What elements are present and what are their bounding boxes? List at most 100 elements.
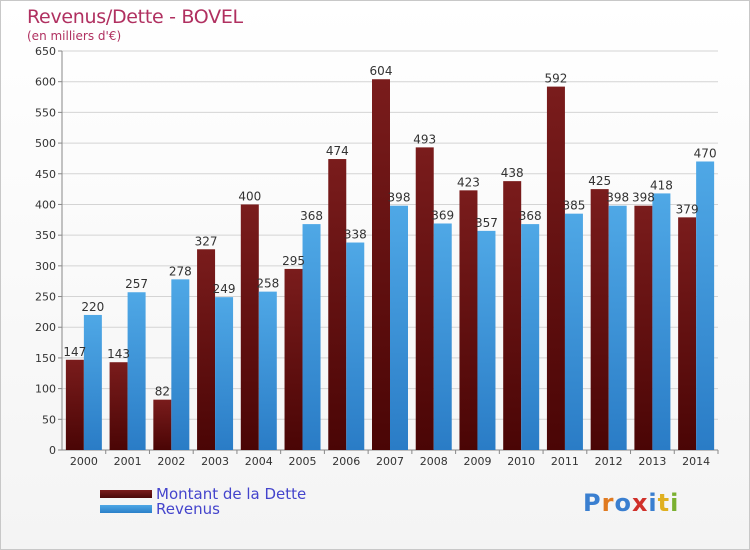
- data-label: 493: [413, 132, 436, 146]
- y-tick-label: 300: [35, 260, 56, 273]
- y-tick-label: 500: [35, 137, 56, 150]
- data-label: 357: [475, 216, 498, 230]
- bar-dette: [372, 79, 390, 450]
- bar-dette: [459, 190, 478, 450]
- bar-dette: [503, 181, 522, 451]
- bar-dette: [678, 217, 697, 450]
- data-label: 147: [63, 345, 86, 359]
- chart-title: Revenus/Dette - BOVEL: [27, 6, 243, 28]
- x-tick-label: 2006: [332, 455, 360, 468]
- bar-dette: [197, 249, 216, 450]
- data-label: 423: [457, 175, 480, 189]
- bar-revenus: [477, 230, 496, 450]
- chart-subtitle: (en milliers d'€): [27, 29, 122, 43]
- data-label: 398: [606, 191, 629, 205]
- y-tick-label: 650: [35, 45, 56, 58]
- x-tick-label: 2014: [682, 455, 710, 468]
- data-label: 249: [213, 282, 236, 296]
- data-label: 470: [694, 146, 717, 160]
- bar-revenus: [521, 224, 540, 450]
- logo-letter: o: [614, 489, 632, 517]
- y-tick-label: 400: [35, 198, 56, 211]
- x-tick-label: 2009: [463, 455, 491, 468]
- data-label: 592: [544, 72, 567, 86]
- x-tick-label: 2010: [507, 455, 535, 468]
- proxiti-logo: Proxiti: [583, 489, 679, 517]
- data-label: 220: [81, 300, 104, 314]
- data-label: 368: [519, 209, 542, 223]
- data-label: 400: [238, 189, 261, 203]
- data-label: 398: [632, 191, 655, 205]
- legend-item-dette: Montant de la Dette: [100, 484, 307, 503]
- bar-revenus: [608, 205, 627, 450]
- data-label: 474: [326, 144, 349, 158]
- data-label: 438: [501, 166, 524, 180]
- legend-swatch-revenus: [100, 504, 152, 513]
- data-label: 257: [125, 277, 148, 291]
- y-tick-label: 0: [49, 444, 56, 457]
- data-label: 338: [344, 228, 367, 242]
- x-tick-label: 2011: [551, 455, 579, 468]
- data-label: 258: [256, 277, 279, 291]
- bar-revenus: [258, 291, 277, 450]
- bar-revenus: [127, 292, 146, 450]
- bar-dette: [153, 399, 172, 450]
- x-tick-label: 2005: [289, 455, 317, 468]
- x-tick-label: 2007: [376, 455, 404, 468]
- bar-revenus: [171, 279, 190, 450]
- x-tick-label: 2000: [70, 455, 98, 468]
- legend: Montant de la Dette Revenus: [100, 484, 307, 518]
- x-tick-label: 2002: [157, 455, 185, 468]
- bar-dette: [328, 159, 347, 450]
- data-label: 82: [155, 385, 170, 399]
- data-label: 385: [562, 199, 585, 213]
- legend-label-revenus: Revenus: [156, 499, 220, 518]
- bar-dette: [634, 205, 653, 450]
- x-tick-label: 2001: [114, 455, 142, 468]
- y-tick-label: 200: [35, 321, 56, 334]
- bar-revenus: [215, 297, 234, 450]
- legend-swatch-dette: [100, 489, 152, 498]
- x-tick-label: 2013: [638, 455, 666, 468]
- logo-letter: r: [601, 489, 615, 517]
- y-tick-label: 550: [35, 106, 56, 119]
- y-tick-label: 600: [35, 76, 56, 89]
- y-tick-label: 100: [35, 383, 56, 396]
- data-label: 327: [195, 234, 218, 248]
- data-label: 425: [588, 174, 611, 188]
- data-label: 278: [169, 264, 192, 278]
- y-tick-label: 450: [35, 168, 56, 181]
- bar-revenus: [652, 193, 671, 451]
- bar-revenus: [302, 224, 321, 450]
- bar-revenus: [564, 213, 583, 450]
- data-label: 368: [300, 209, 323, 223]
- data-label: 398: [388, 191, 411, 205]
- logo-letter: x: [631, 489, 649, 517]
- logo-letter: t: [657, 489, 671, 517]
- bar-dette: [546, 86, 565, 450]
- legend-label-dette: Montant de la Dette: [156, 484, 307, 503]
- bar-dette: [240, 204, 259, 450]
- bar-dette: [590, 189, 609, 450]
- bar-dette: [109, 362, 128, 450]
- y-tick-label: 150: [35, 352, 56, 365]
- bar-dette: [415, 147, 434, 450]
- bar-revenus: [390, 205, 408, 450]
- data-label: 604: [370, 64, 393, 78]
- data-label: 418: [650, 178, 673, 192]
- y-tick-label: 350: [35, 229, 56, 242]
- data-label: 379: [676, 202, 699, 216]
- bar-revenus: [433, 223, 452, 450]
- logo-letter: P: [583, 489, 602, 517]
- y-tick-label: 50: [42, 413, 56, 426]
- bar-dette: [284, 268, 303, 450]
- data-label: 143: [107, 347, 130, 361]
- x-tick-label: 2012: [595, 455, 623, 468]
- bar-dette: [65, 359, 84, 450]
- y-tick-label: 250: [35, 291, 56, 304]
- logo-letter: i: [648, 489, 658, 517]
- data-label: 295: [282, 254, 305, 268]
- bar-revenus: [346, 242, 365, 450]
- x-tick-label: 2008: [420, 455, 448, 468]
